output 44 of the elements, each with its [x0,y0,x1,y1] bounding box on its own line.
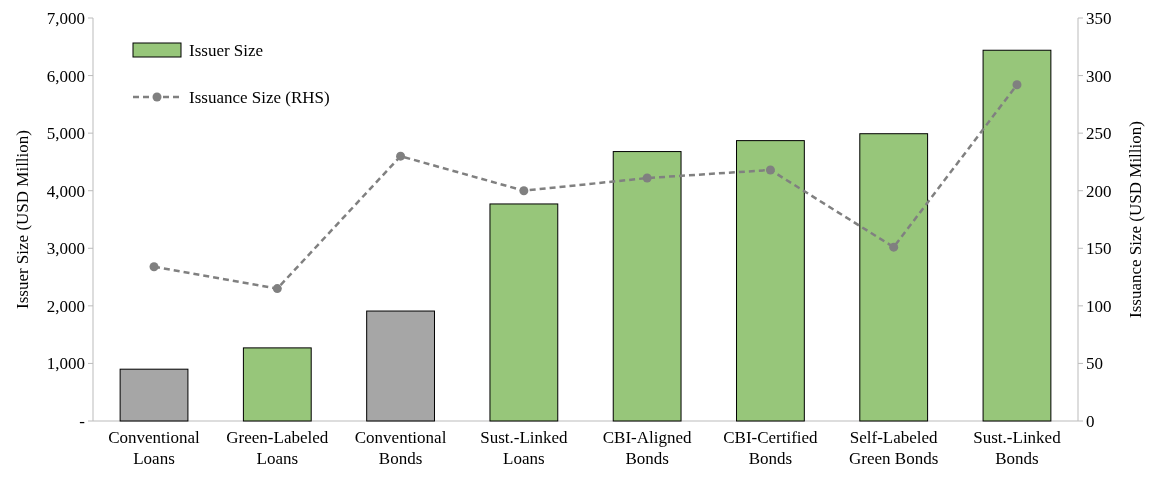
x-tick-label: Sust.-Linked Loans [480,428,569,468]
bar [119,368,189,422]
y2-tick-label: 300 [1086,66,1112,86]
y-tick-label: 5,000 [46,124,85,144]
legend-label: Issuer Size [189,40,264,60]
x-tick-label: Conventional Bonds [354,428,447,468]
bar [366,310,435,422]
point [272,284,282,294]
bar [489,203,559,422]
y-tick-label: - [79,411,86,431]
x-tick-label: Self-Labeled Green Bonds [849,428,939,468]
point [889,242,899,252]
point [765,165,775,175]
y-tick-label: 1,000 [46,354,85,374]
x-tick-label: CBI-Aligned Bonds [602,428,693,468]
x-tick-label: Green-Labeled Loans [226,428,329,468]
point [1012,80,1022,90]
point [519,186,529,196]
x-tick-label: Conventional Loans [108,428,201,468]
y2-tick-label: 100 [1086,296,1112,316]
point [396,151,406,161]
bar [982,49,1052,422]
bar [612,151,682,422]
bar [736,140,805,422]
y-axis-title: Issuer Size (USD Million) [13,130,32,309]
y2-tick-label: 0 [1086,411,1095,431]
y-tick-label: 3,000 [46,239,85,259]
y2-axis-title: Issuance Size (USD Million) [1126,121,1145,318]
x-tick-label: CBI-Certified Bonds [723,428,819,468]
y2-tick-label: 150 [1086,239,1112,259]
y-tick-label: 2,000 [46,296,85,316]
y-tick-label: 4,000 [46,181,85,201]
y2-tick-label: 50 [1086,354,1103,374]
x-tick-label: Sust.-Linked Bonds [973,428,1062,468]
y2-tick-label: 200 [1086,181,1112,201]
point [642,173,652,183]
point [149,262,159,272]
bar [859,133,929,422]
y-tick-label: 6,000 [46,66,85,86]
y-tick-label: 7,000 [46,8,85,28]
legend-label: Issuance Size (RHS) [189,87,330,107]
y2-tick-label: 250 [1086,124,1112,144]
y2-tick-label: 350 [1086,8,1112,28]
bar [242,347,312,422]
